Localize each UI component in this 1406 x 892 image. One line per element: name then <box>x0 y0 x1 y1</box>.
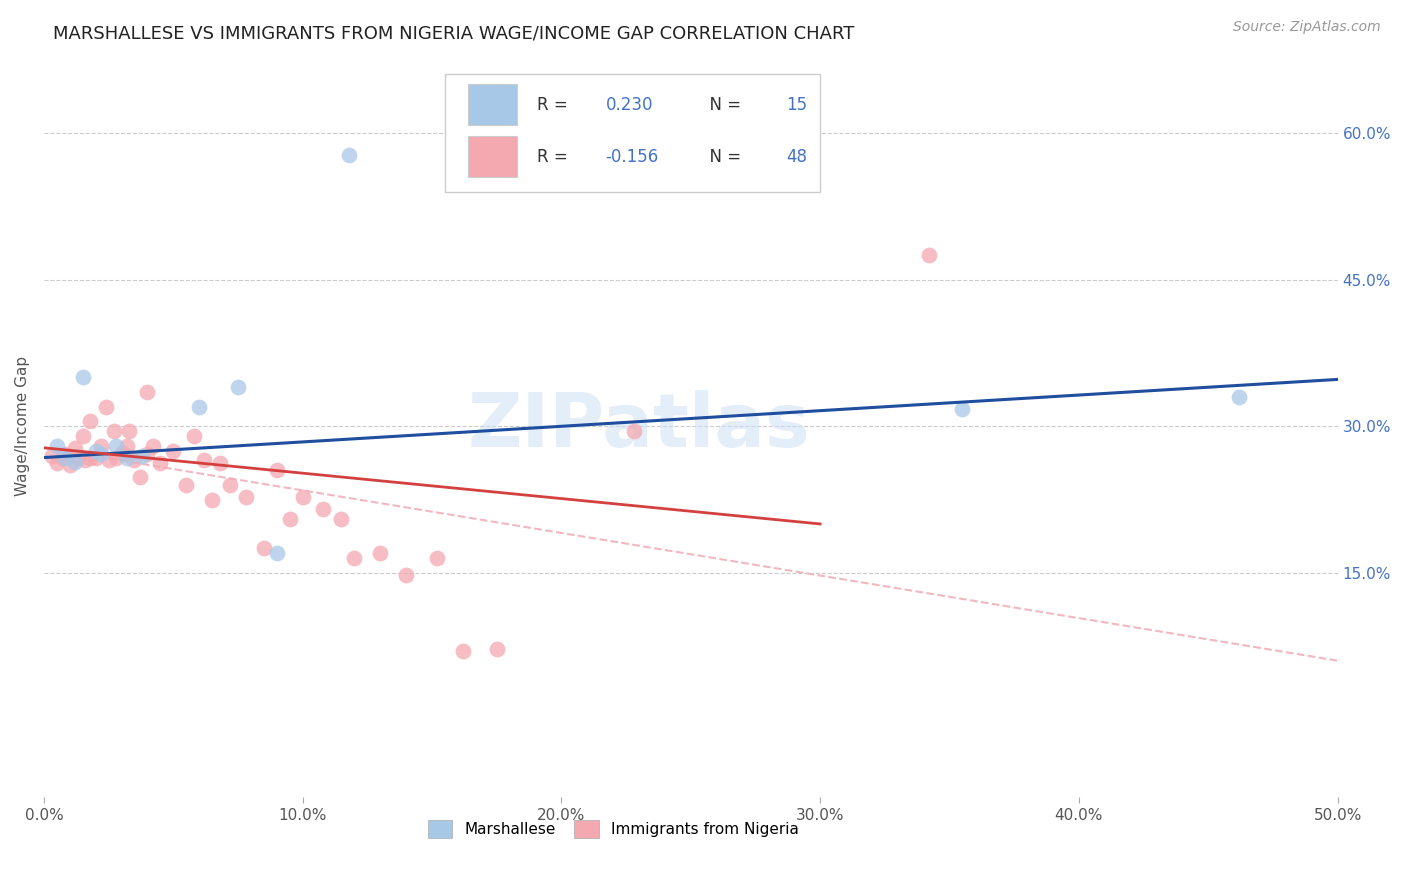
Point <box>84 443 107 458</box>
FancyBboxPatch shape <box>444 74 820 193</box>
Point <box>41 449 63 463</box>
Text: -0.156: -0.156 <box>606 148 658 166</box>
Point <box>266 546 288 560</box>
Point <box>53 450 76 465</box>
Point <box>253 541 276 556</box>
Point <box>918 248 941 262</box>
Point <box>72 429 94 443</box>
Point <box>63 441 86 455</box>
Point <box>291 490 314 504</box>
Point <box>219 478 242 492</box>
Point <box>51 450 73 465</box>
Point <box>343 551 366 566</box>
Point <box>149 457 172 471</box>
Text: 15: 15 <box>786 95 807 114</box>
Point <box>66 450 89 465</box>
Point <box>278 512 301 526</box>
Point <box>103 424 125 438</box>
Point <box>136 447 159 461</box>
Point <box>90 439 112 453</box>
Text: 0.230: 0.230 <box>606 95 652 114</box>
Point <box>75 453 97 467</box>
Point <box>226 380 249 394</box>
Point <box>53 447 76 461</box>
Point <box>115 450 138 465</box>
Point <box>395 567 418 582</box>
Legend: Marshallese, Immigrants from Nigeria: Marshallese, Immigrants from Nigeria <box>420 813 806 846</box>
Point <box>193 453 215 467</box>
Text: N =: N = <box>699 148 747 166</box>
Point <box>131 449 153 463</box>
Point <box>174 478 197 492</box>
Point <box>142 439 165 453</box>
Text: N =: N = <box>699 95 747 114</box>
Point <box>426 551 449 566</box>
Point <box>45 439 67 453</box>
Point <box>337 148 360 162</box>
Point <box>124 453 146 467</box>
Point <box>72 370 94 384</box>
Point <box>485 642 508 657</box>
Point <box>105 439 128 453</box>
Point <box>451 644 474 658</box>
Point <box>118 424 141 438</box>
Point <box>94 400 117 414</box>
Point <box>136 385 159 400</box>
Point <box>368 546 391 560</box>
Point <box>105 450 128 465</box>
FancyBboxPatch shape <box>468 136 517 178</box>
Point <box>1227 390 1250 404</box>
Text: ZIPatlas: ZIPatlas <box>468 390 810 463</box>
Point <box>97 453 120 467</box>
Point <box>201 492 224 507</box>
Point <box>45 457 67 471</box>
Point <box>330 512 353 526</box>
Text: R =: R = <box>537 148 572 166</box>
Point <box>623 424 645 438</box>
Point <box>952 401 974 416</box>
Point <box>208 457 231 471</box>
Point <box>79 414 101 428</box>
Point <box>183 429 205 443</box>
Point <box>115 439 138 453</box>
Point <box>266 463 288 477</box>
Point <box>162 443 184 458</box>
Point <box>110 445 132 459</box>
Text: R =: R = <box>537 95 572 114</box>
Point <box>90 447 112 461</box>
FancyBboxPatch shape <box>468 85 517 125</box>
Point <box>312 502 335 516</box>
Point <box>188 400 211 414</box>
Text: Source: ZipAtlas.com: Source: ZipAtlas.com <box>1233 20 1381 34</box>
Point <box>128 470 150 484</box>
Point <box>59 458 82 473</box>
Point <box>84 450 107 465</box>
Point <box>79 450 101 465</box>
Text: 48: 48 <box>786 148 807 166</box>
Point <box>235 490 257 504</box>
Y-axis label: Wage/Income Gap: Wage/Income Gap <box>15 356 30 496</box>
Text: MARSHALLESE VS IMMIGRANTS FROM NIGERIA WAGE/INCOME GAP CORRELATION CHART: MARSHALLESE VS IMMIGRANTS FROM NIGERIA W… <box>53 25 855 43</box>
Point <box>63 455 86 469</box>
